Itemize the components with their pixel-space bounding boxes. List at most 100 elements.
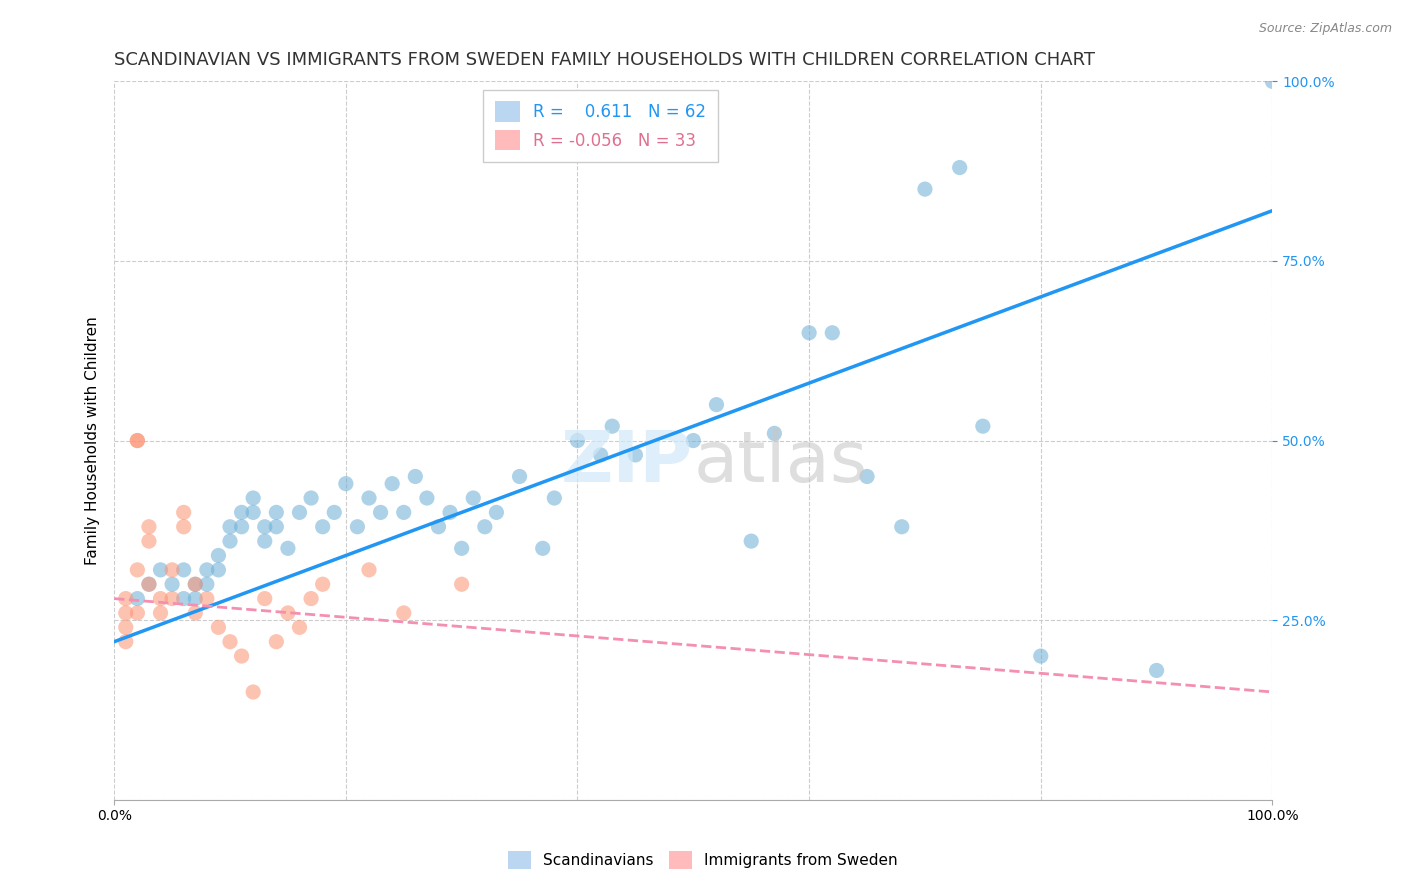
Point [277,606,299,620]
Point [149,563,172,577]
Point [231,649,253,664]
Point [346,520,368,534]
Point [114,634,136,648]
Point [231,520,253,534]
Point [439,505,461,519]
Point [543,491,565,505]
Point [242,685,264,699]
Point [370,505,392,519]
Point [392,606,415,620]
Point [266,634,288,648]
Point [277,541,299,556]
Point [404,469,426,483]
Point [207,563,229,577]
Point [706,398,728,412]
Point [357,563,380,577]
Point [173,591,195,606]
Point [184,606,207,620]
Point [173,505,195,519]
Point [600,419,623,434]
Point [427,520,450,534]
Point [740,534,762,549]
Point [173,563,195,577]
Text: atlas: atlas [693,427,868,497]
Point [357,491,380,505]
Point [149,606,172,620]
Point [392,505,415,519]
Point [299,491,322,505]
Point [127,434,149,448]
Point [311,577,333,591]
Point [1029,649,1052,664]
Point [138,534,160,549]
Point [219,520,242,534]
Point [914,182,936,196]
Point [231,505,253,519]
Point [485,505,508,519]
Point [266,520,288,534]
Point [531,541,554,556]
Point [682,434,704,448]
Point [138,520,160,534]
Point [381,476,404,491]
Point [299,591,322,606]
Point [763,426,786,441]
Point [242,505,264,519]
Point [127,606,149,620]
Point [311,520,333,534]
Point [207,620,229,634]
Point [195,591,218,606]
Point [323,505,346,519]
Point [509,469,531,483]
Point [253,591,276,606]
Point [474,520,496,534]
Point [1146,664,1168,678]
Point [195,563,218,577]
Point [288,620,311,634]
Point [624,448,647,462]
Point [856,469,879,483]
Point [184,591,207,606]
Point [253,520,276,534]
Point [1261,74,1284,88]
Point [450,577,472,591]
Point [114,591,136,606]
Point [160,591,183,606]
Point [219,634,242,648]
Point [219,534,242,549]
Point [138,577,160,591]
Point [127,563,149,577]
Point [242,491,264,505]
Point [207,549,229,563]
Point [149,591,172,606]
Point [972,419,994,434]
Point [195,577,218,591]
Text: ZIP: ZIP [561,427,693,497]
Point [288,505,311,519]
Point [335,476,357,491]
Point [463,491,485,505]
Point [160,563,183,577]
Text: Source: ZipAtlas.com: Source: ZipAtlas.com [1258,22,1392,36]
Text: SCANDINAVIAN VS IMMIGRANTS FROM SWEDEN FAMILY HOUSEHOLDS WITH CHILDREN CORRELATI: SCANDINAVIAN VS IMMIGRANTS FROM SWEDEN F… [114,51,1095,69]
Point [253,534,276,549]
Point [173,520,195,534]
Legend: Scandinavians, Immigrants from Sweden: Scandinavians, Immigrants from Sweden [502,845,904,875]
Point [184,577,207,591]
Point [114,620,136,634]
Point [160,577,183,591]
Point [266,505,288,519]
Point [184,577,207,591]
Point [114,606,136,620]
Point [127,591,149,606]
Point [797,326,820,340]
Point [450,541,472,556]
Y-axis label: Family Households with Children: Family Households with Children [86,316,100,565]
Point [138,577,160,591]
Point [567,434,589,448]
Point [416,491,439,505]
Point [127,434,149,448]
Point [949,161,972,175]
Point [890,520,912,534]
Legend: R =    0.611   N = 62, R = -0.056   N = 33: R = 0.611 N = 62, R = -0.056 N = 33 [484,90,718,162]
